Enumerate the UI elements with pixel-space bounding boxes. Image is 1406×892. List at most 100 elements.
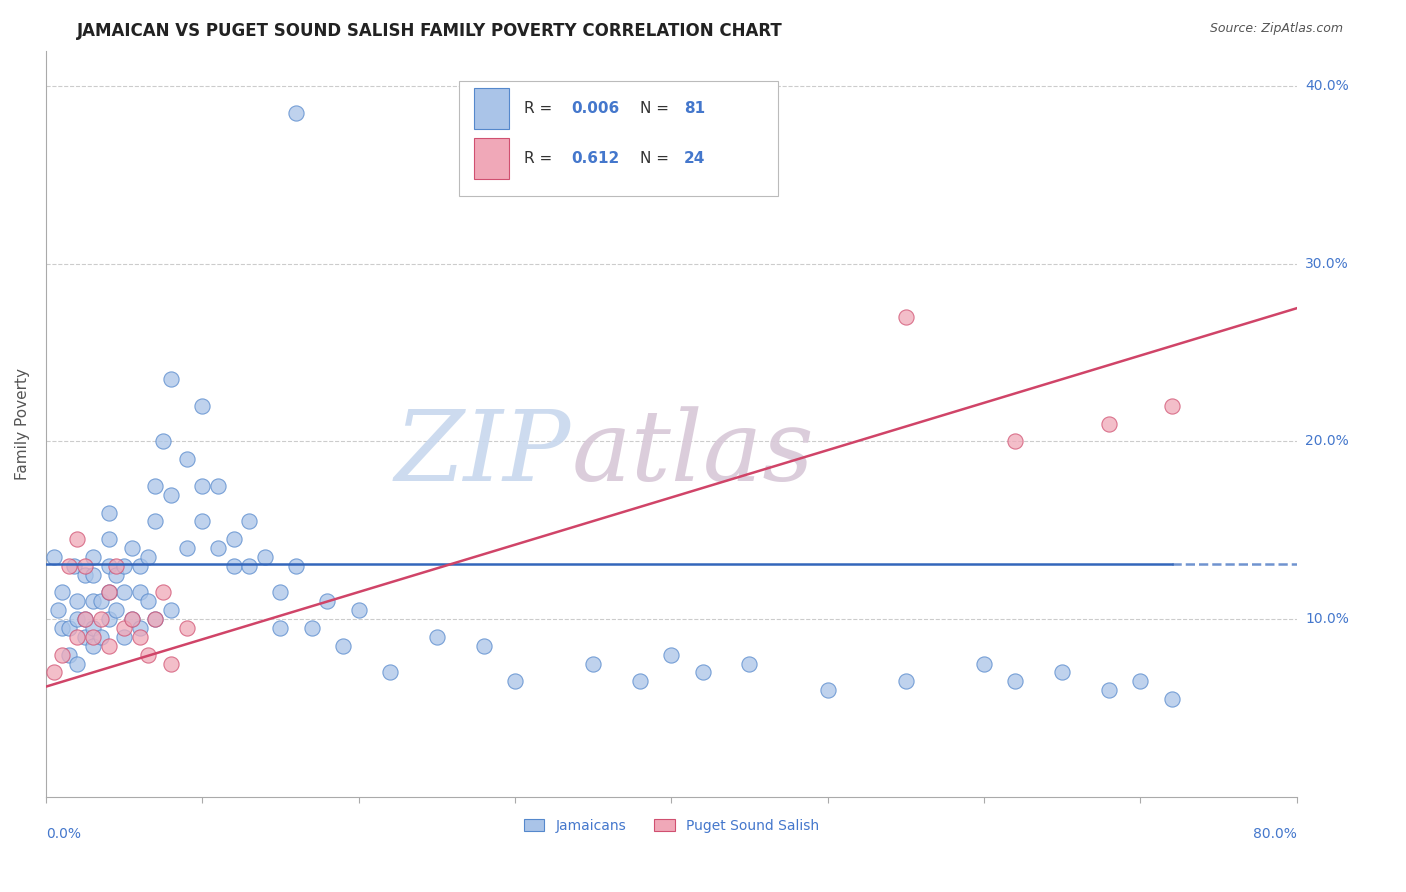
Point [269,585,291,599]
Text: 40.0%: 40.0% [1305,79,1348,93]
Point [659,648,682,662]
Point [73,630,96,644]
Point [73,612,96,626]
Text: 0.612: 0.612 [571,152,620,167]
Point [817,683,839,698]
Point [160,657,183,671]
Point [105,558,128,573]
Point [191,399,214,413]
Point [1098,683,1121,698]
Text: atlas: atlas [571,406,814,501]
Point [269,621,291,635]
Point [48,603,70,617]
Point [253,549,276,564]
Point [90,594,112,608]
Point [66,612,89,626]
Point [222,558,245,573]
Text: 30.0%: 30.0% [1305,257,1348,271]
Point [973,657,995,671]
Point [42,549,65,564]
Point [222,532,245,546]
Text: 81: 81 [683,102,704,116]
Point [66,630,89,644]
Point [73,558,96,573]
Point [90,612,112,626]
Point [176,621,198,635]
Point [58,621,80,635]
Point [112,585,135,599]
Point [145,515,167,529]
Point [176,452,198,467]
Point [628,674,651,689]
Point [63,558,86,573]
Text: R =: R = [523,102,557,116]
Point [1160,399,1182,413]
Point [128,558,150,573]
Point [285,106,308,120]
Text: 10.0%: 10.0% [1305,612,1348,626]
Text: ZIP: ZIP [395,406,571,501]
Point [176,541,198,555]
Point [97,585,120,599]
Point [1004,434,1026,449]
Point [112,630,135,644]
Point [58,558,80,573]
Point [136,594,159,608]
Text: R =: R = [523,152,562,167]
Y-axis label: Family Poverty: Family Poverty [15,368,30,480]
Point [73,567,96,582]
Point [207,541,229,555]
Text: JAMAICAN VS PUGET SOUND SALISH FAMILY POVERTY CORRELATION CHART: JAMAICAN VS PUGET SOUND SALISH FAMILY PO… [77,22,783,40]
Text: 20.0%: 20.0% [1305,434,1348,449]
Point [347,603,370,617]
Point [105,603,128,617]
Point [82,567,104,582]
Point [145,612,167,626]
Point [692,665,714,680]
Point [1098,417,1121,431]
Point [191,479,214,493]
Point [121,612,143,626]
Point [145,612,167,626]
Point [894,310,917,325]
Text: Source: ZipAtlas.com: Source: ZipAtlas.com [1209,22,1343,36]
Text: 24: 24 [683,152,706,167]
Point [112,558,135,573]
Point [82,594,104,608]
Point [894,674,917,689]
Point [152,585,174,599]
Point [112,621,135,635]
Point [1004,674,1026,689]
Point [73,612,96,626]
Point [82,549,104,564]
Point [97,532,120,546]
Point [316,594,339,608]
Point [191,515,214,529]
Point [97,585,120,599]
Point [472,639,495,653]
FancyBboxPatch shape [458,80,778,196]
Point [1160,692,1182,706]
FancyBboxPatch shape [474,138,509,179]
Point [66,657,89,671]
Point [128,585,150,599]
Text: 0.0%: 0.0% [46,827,82,841]
Point [285,558,308,573]
Point [136,648,159,662]
Point [238,515,260,529]
Point [582,657,605,671]
Point [332,639,354,653]
Point [160,372,183,386]
Point [1050,665,1073,680]
Point [42,665,65,680]
Text: 0.006: 0.006 [571,102,620,116]
Point [97,558,120,573]
Point [51,585,73,599]
Point [58,648,80,662]
Point [160,603,183,617]
FancyBboxPatch shape [474,88,509,129]
Point [105,567,128,582]
Text: N =: N = [640,152,673,167]
Point [128,621,150,635]
Point [51,621,73,635]
